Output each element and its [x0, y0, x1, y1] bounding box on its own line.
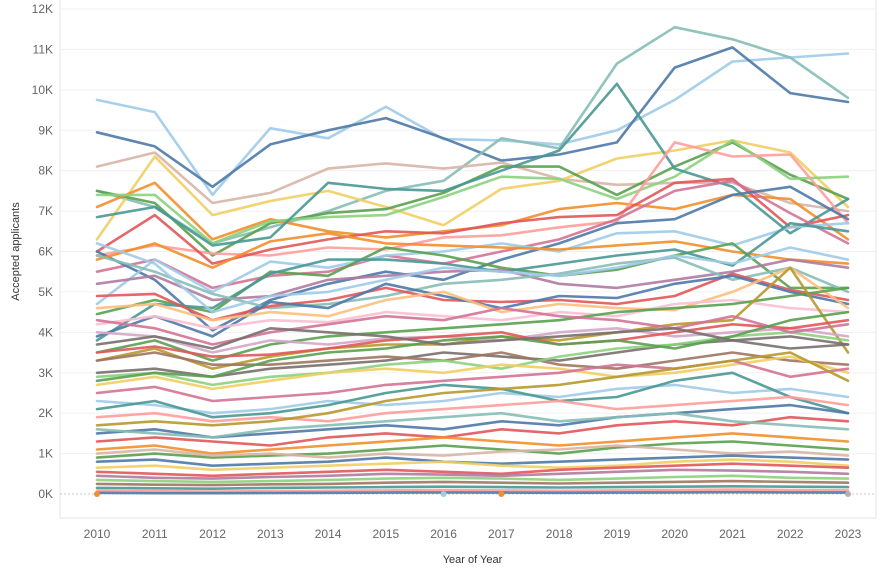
- series-lines: [94, 25, 851, 497]
- y-tick-label: 11K: [33, 42, 53, 56]
- series-line-51[interactable]: [95, 490, 850, 495]
- series-line-50[interactable]: [95, 488, 850, 493]
- series-line-54[interactable]: [95, 242, 850, 314]
- y-tick-label: 3K: [38, 366, 53, 380]
- y-tick-label: 9K: [38, 123, 53, 137]
- zero-point-marker: [845, 491, 851, 497]
- zero-point-marker: [498, 491, 505, 497]
- series-line-36[interactable]: [95, 351, 850, 427]
- x-tick-label: 2016: [430, 527, 457, 541]
- y-tick-label: 5K: [38, 285, 53, 299]
- series-line-2[interactable]: [95, 46, 850, 189]
- series-line-1[interactable]: [95, 52, 850, 197]
- y-tick-label: 1K: [38, 447, 53, 461]
- series-line-38[interactable]: [95, 415, 850, 447]
- series-line-24[interactable]: [95, 286, 850, 362]
- series-line-55[interactable]: [95, 326, 850, 350]
- series-line-10[interactable]: [95, 141, 850, 257]
- series-line-8[interactable]: [95, 139, 850, 245]
- x-tick-label: 2012: [199, 527, 226, 541]
- x-tick-label: 2022: [777, 527, 804, 541]
- series-line-5[interactable]: [95, 139, 850, 241]
- series-line-11[interactable]: [95, 177, 850, 265]
- axes: 0K 1K 2K 3K 4K 5K 6K 7K 8K 9K 10K 11K 12K 2010 2011 201…: [32, 2, 862, 541]
- x-tick-label: 2013: [257, 527, 284, 541]
- y-tick-label: 2K: [38, 406, 53, 420]
- zero-point-marker: [440, 491, 447, 497]
- series-line-33[interactable]: [95, 383, 850, 415]
- series-line-31[interactable]: [95, 355, 850, 391]
- y-tick-label: 0K: [38, 487, 53, 501]
- y-tick-label: 6K: [38, 245, 53, 259]
- series-line-25[interactable]: [95, 266, 850, 371]
- series-line-29[interactable]: [95, 351, 850, 371]
- series-line-35[interactable]: [95, 395, 850, 423]
- y-tick-label: 12K: [32, 2, 53, 16]
- series-line-42[interactable]: [95, 444, 850, 459]
- series-line-52[interactable]: [95, 306, 850, 346]
- y-axis-title: Accepted applicants: [10, 202, 22, 301]
- x-axis-title: Year of Year: [443, 554, 503, 566]
- x-tick-label: 2021: [719, 527, 746, 541]
- series-line-53[interactable]: [95, 310, 850, 383]
- zero-point-marker: [94, 491, 100, 497]
- y-tick-label: 7K: [38, 204, 53, 218]
- x-tick-label: 2010: [84, 527, 111, 541]
- series-line-23[interactable]: [95, 298, 850, 330]
- series-line-40[interactable]: [95, 432, 850, 455]
- series-line-41[interactable]: [95, 440, 850, 459]
- series-line-15[interactable]: [95, 232, 850, 270]
- series-line-46[interactable]: [95, 468, 850, 480]
- series-line-27[interactable]: [95, 318, 850, 358]
- y-tick-label: 10K: [32, 83, 53, 97]
- x-tick-label: 2023: [835, 527, 862, 541]
- series-line-44[interactable]: [95, 458, 850, 472]
- series-line-47[interactable]: [95, 474, 850, 484]
- x-tick-label: 2015: [372, 527, 399, 541]
- x-tick-label: 2020: [661, 527, 688, 541]
- series-line-49[interactable]: [95, 484, 850, 491]
- series-line-34[interactable]: [95, 371, 850, 419]
- series-line-16[interactable]: [95, 242, 850, 316]
- x-tick-label: 2014: [315, 527, 342, 541]
- y-tick-label: 4K: [38, 325, 53, 339]
- y-tick-label: 8K: [38, 164, 53, 178]
- x-tick-label: 2018: [546, 527, 573, 541]
- series-line-48[interactable]: [95, 479, 850, 487]
- series-line-22[interactable]: [95, 266, 850, 322]
- series-line-45[interactable]: [95, 462, 850, 478]
- series-line-39[interactable]: [95, 411, 850, 439]
- x-tick-label: 2017: [488, 527, 515, 541]
- x-tick-label: 2011: [142, 527, 168, 541]
- x-tick-label: 2019: [604, 527, 631, 541]
